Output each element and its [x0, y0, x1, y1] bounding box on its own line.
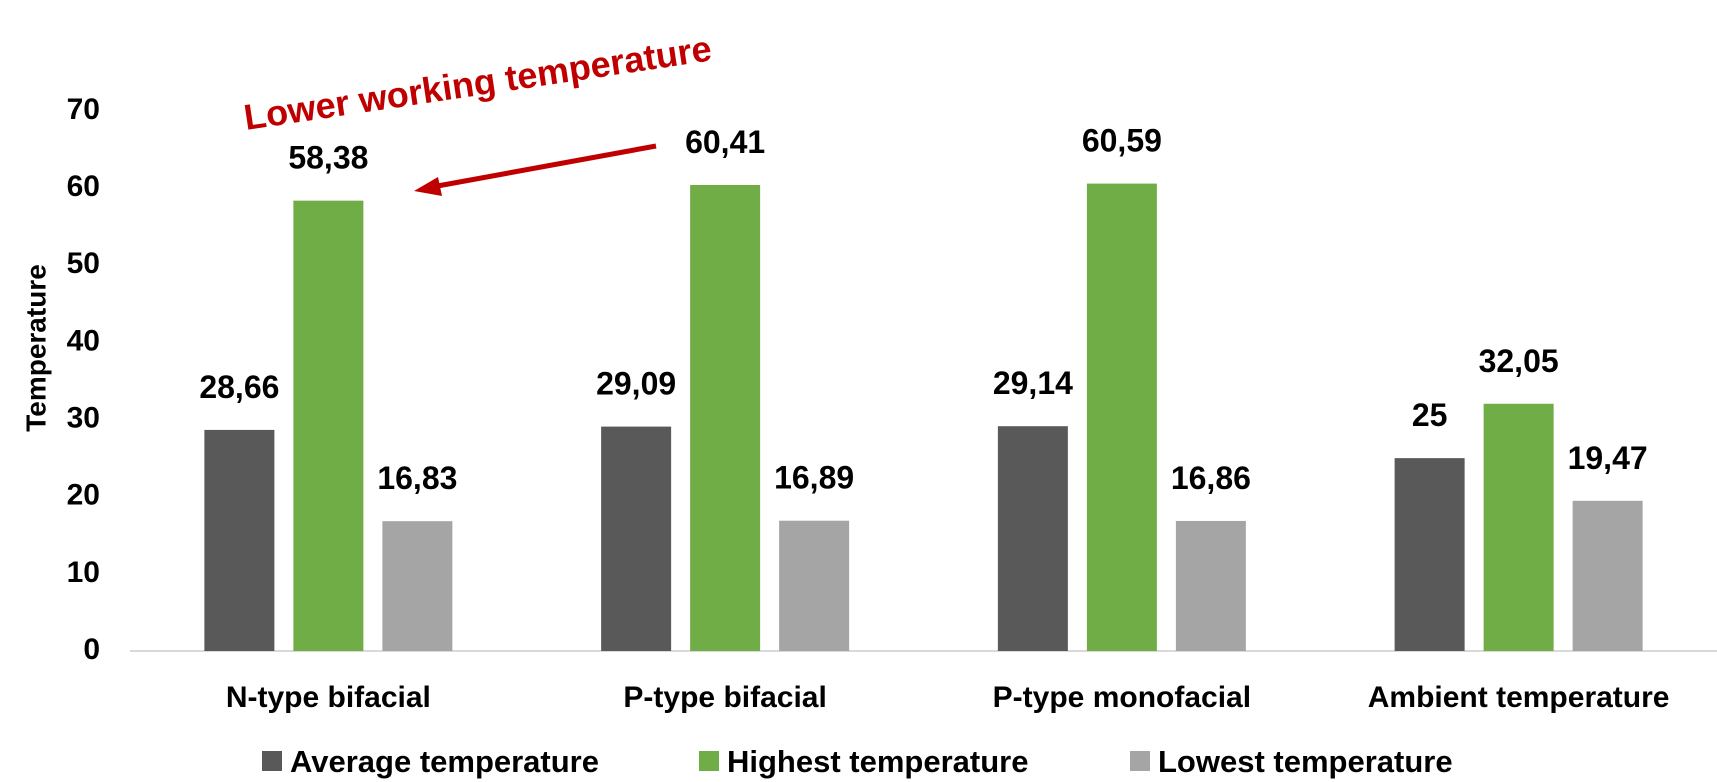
legend-swatch: [699, 751, 719, 771]
bar: [204, 429, 275, 651]
data-label: 25: [1412, 397, 1448, 433]
bar: [1175, 520, 1246, 651]
data-label: 16,83: [377, 460, 457, 496]
y-axis-ticks: 0 10 20 30 40 50 60 70: [67, 93, 100, 666]
data-label: 58,38: [288, 140, 368, 176]
bar: [779, 520, 850, 651]
annotation-text: Lower working temperature: [241, 28, 714, 138]
annotation-arrow-head: [414, 177, 442, 196]
legend: Average temperature Highest temperature Lo…: [262, 744, 1453, 779]
bars: [204, 183, 1643, 652]
bar: [1572, 500, 1643, 651]
y-tick-label: 10: [67, 556, 100, 589]
annotation-arrow-shaft: [431, 143, 657, 190]
data-label: 19,47: [1568, 440, 1648, 476]
bar: [997, 426, 1068, 651]
bar: [382, 521, 453, 651]
y-tick-label: 40: [67, 324, 100, 357]
category-label: P-type monofacial: [993, 681, 1251, 714]
data-label: 16,86: [1171, 460, 1251, 496]
y-tick-label: 0: [83, 633, 100, 666]
y-tick-label: 50: [67, 247, 100, 280]
category-label: Ambient temperature: [1368, 681, 1670, 714]
data-label: 60,41: [685, 124, 765, 160]
legend-swatch: [1130, 751, 1150, 771]
legend-label: Lowest temperature: [1158, 744, 1453, 779]
category-labels: N-type bifacial P-type bifacial P-type mon…: [226, 681, 1670, 714]
bar: [1394, 458, 1465, 651]
data-label: 32,05: [1479, 343, 1559, 379]
bar: [1086, 183, 1157, 651]
bar: [690, 184, 761, 652]
data-label: 60,59: [1082, 123, 1162, 159]
legend-label: Highest temperature: [727, 744, 1028, 779]
bar: [601, 426, 672, 651]
data-label: 16,89: [774, 460, 854, 496]
y-tick-label: 70: [67, 93, 100, 126]
y-tick-label: 30: [67, 401, 100, 434]
legend-swatch: [262, 751, 282, 771]
category-label: N-type bifacial: [226, 681, 431, 714]
legend-label: Average temperature: [290, 744, 599, 779]
bar: [1483, 403, 1554, 651]
data-labels: 28,66 58,38 16,83 29,09 60,41 16,89 29,14 60,59…: [199, 123, 1647, 497]
bar: [293, 200, 364, 651]
y-axis-title: Temperature: [20, 264, 51, 432]
data-label: 29,09: [596, 366, 676, 402]
data-label: 29,14: [993, 365, 1073, 401]
y-tick-label: 60: [67, 170, 100, 203]
y-tick-label: 20: [67, 479, 100, 512]
category-label: P-type bifacial: [623, 681, 826, 714]
data-label: 28,66: [199, 369, 279, 405]
